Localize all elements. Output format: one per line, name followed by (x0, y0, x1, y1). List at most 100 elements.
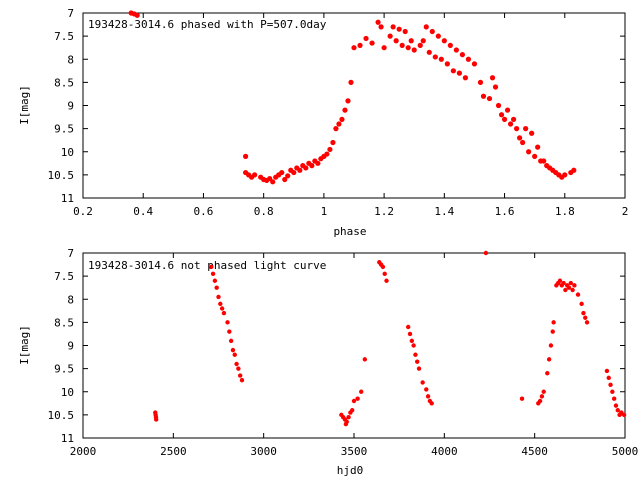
unphased-data-point (566, 285, 572, 290)
phased-data-point (459, 52, 465, 58)
unphased-data-point (415, 359, 420, 364)
phased-x-tick-label: 2 (622, 205, 629, 218)
phased-x-tick-label: 0.6 (194, 205, 214, 218)
unphased-y-tick-label: 9 (67, 340, 74, 353)
unphased-data-point (420, 380, 425, 385)
unphased-y-tick-label: 7 (67, 247, 74, 260)
phased-x-tick-label: 1.6 (495, 205, 515, 218)
unphased-data-point (346, 414, 351, 420)
unphased-x-tick-label: 4000 (431, 445, 458, 458)
phased-y-tick-label: 10 (61, 146, 74, 159)
phased-data-point (252, 172, 258, 178)
unphased-y-tick-label: 10 (61, 386, 74, 399)
unphased-data-point (344, 419, 349, 425)
unphased-data-point (216, 294, 221, 300)
unphased-data-point (362, 357, 368, 362)
phased-data-point (450, 68, 456, 74)
phased-y-tick-label: 9 (67, 100, 74, 113)
unphased-data-point (545, 371, 550, 376)
phased-data-point (520, 139, 526, 146)
phased-data-point (378, 24, 384, 30)
unphased-x-tick-label: 2500 (160, 445, 187, 458)
phased-data-point (453, 47, 459, 53)
phased-x-tick-label: 1.2 (374, 205, 394, 218)
unphased-data-point (519, 396, 525, 401)
phased-plot-y-ticks: 7 7.5 8 8.5 9 9.5 10 10.5 11 (48, 7, 625, 205)
unphased-data-point (406, 324, 411, 330)
unphased-data-point (210, 271, 216, 277)
unphased-data-point (218, 301, 223, 307)
unphased-data-point (230, 347, 236, 353)
phased-data-point (303, 165, 309, 171)
unphased-data-point (429, 401, 434, 406)
unphased-y-tick-label: 8 (67, 293, 74, 306)
phased-data-point (282, 176, 288, 183)
unphased-data-point (557, 278, 563, 283)
phased-data-point (270, 179, 276, 185)
phased-data-point (336, 121, 342, 127)
phased-data-point (363, 35, 369, 42)
phased-data-point (426, 49, 432, 55)
unphased-data-point (234, 361, 239, 367)
phased-data-point (134, 12, 140, 18)
phased-data-point (405, 45, 411, 51)
unphased-data-point (228, 338, 234, 344)
unphased-data-point (548, 343, 554, 348)
unphased-data-point (153, 417, 159, 422)
phased-data-point (456, 70, 462, 76)
unphased-data-point (613, 403, 619, 408)
unphased-data-point (561, 280, 566, 286)
phased-data-point (541, 158, 547, 164)
unphased-data-point (212, 278, 218, 283)
phased-data-point (477, 79, 484, 85)
unphased-y-tick-label: 7.5 (54, 270, 74, 283)
phased-data-point (526, 149, 532, 155)
unphased-data-point (611, 396, 617, 401)
unphased-data-point (227, 329, 232, 334)
unphased-data-point (608, 382, 613, 388)
phased-data-point (297, 167, 303, 173)
phased-data-point (486, 95, 493, 102)
unphased-data-point (568, 280, 573, 286)
unphased-x-tick-label: 4500 (521, 445, 548, 458)
unphased-data-point (584, 320, 590, 325)
phased-data-point (351, 45, 357, 51)
phased-y-tick-label: 9.5 (54, 123, 74, 136)
phased-plot-y-axis-title: I[mag] (18, 85, 31, 125)
unphased-data-point (579, 301, 584, 307)
unphased-x-tick-label: 3000 (250, 445, 277, 458)
phased-data-point (535, 144, 541, 150)
phased-data-point (339, 116, 345, 122)
phased-x-tick-label: 1.8 (555, 205, 575, 218)
phased-data-point (390, 24, 396, 30)
unphased-data-point (551, 320, 556, 325)
phased-y-tick-label: 10.5 (48, 169, 75, 182)
unphased-data-point (221, 310, 227, 316)
phased-plot-x-axis-title: phase (333, 225, 366, 238)
phased-data-point (423, 24, 429, 30)
unphased-data-point (425, 394, 431, 399)
unphased-data-point (351, 398, 357, 404)
phased-data-point (471, 61, 478, 67)
unphased-y-tick-label: 8.5 (54, 316, 74, 329)
phased-data-point (504, 107, 511, 113)
phased-x-tick-label: 1.4 (434, 205, 454, 218)
phased-data-point (507, 121, 514, 127)
unphased-data-point (610, 389, 615, 394)
unphased-plot-title: 193428-3014.6 not phased light curve (88, 259, 326, 272)
phased-data-point (357, 42, 363, 48)
unphased-y-tick-label: 11 (61, 432, 74, 445)
phased-data-point (523, 126, 529, 132)
unphased-data-point (583, 315, 588, 320)
phased-data-point (465, 56, 472, 62)
phased-plot-points (128, 10, 577, 185)
phased-data-point (495, 102, 502, 109)
unphased-data-point (411, 343, 416, 348)
unphased-data-point (232, 352, 237, 357)
unphased-data-point (407, 331, 413, 337)
phased-y-tick-label: 7.5 (54, 30, 74, 43)
phased-y-tick-label: 8 (67, 53, 74, 66)
unphased-plot-x-axis-title: hjd0 (337, 464, 364, 477)
phased-x-tick-label: 0.4 (133, 205, 153, 218)
